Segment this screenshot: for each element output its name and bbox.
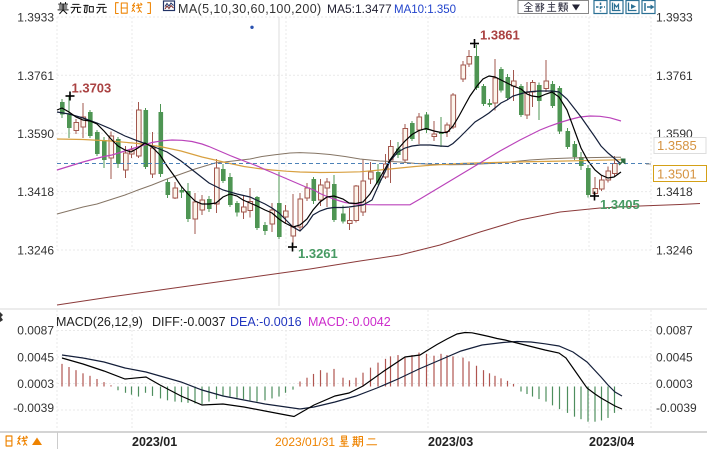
svg-text:DEA:-0.0016: DEA:-0.0016 <box>230 315 302 329</box>
svg-text:-0.0039: -0.0039 <box>13 401 54 415</box>
svg-text:MA(5,10,30,60,100,200): MA(5,10,30,60,100,200) <box>178 2 322 16</box>
svg-text:0.0003: 0.0003 <box>17 377 54 391</box>
svg-text:1.3761: 1.3761 <box>656 69 693 83</box>
svg-text:-0.0039: -0.0039 <box>656 401 697 415</box>
svg-text:0.0087: 0.0087 <box>17 324 54 338</box>
svg-text:MACD:-0.0042: MACD:-0.0042 <box>308 315 391 329</box>
svg-text:2023/01: 2023/01 <box>132 435 177 449</box>
svg-text:2023/01/31: 2023/01/31 <box>275 435 335 449</box>
svg-text:MACD(26,12,9): MACD(26,12,9) <box>56 315 143 329</box>
svg-text:MA5:1.3477: MA5:1.3477 <box>327 2 392 16</box>
svg-text:2023/03: 2023/03 <box>428 435 473 449</box>
svg-text:1.3861: 1.3861 <box>480 28 520 43</box>
svg-text:1.3261: 1.3261 <box>298 246 338 261</box>
svg-text:1.3703: 1.3703 <box>72 81 112 96</box>
svg-text:MA10:1.350: MA10:1.350 <box>394 4 456 16</box>
svg-text:0.0087: 0.0087 <box>656 324 693 338</box>
svg-text:1.3933: 1.3933 <box>17 11 54 25</box>
svg-text:DIFF:-0.0037: DIFF:-0.0037 <box>152 315 226 329</box>
svg-text:0.0045: 0.0045 <box>656 350 693 364</box>
svg-text:1.3246: 1.3246 <box>17 244 54 258</box>
svg-text:1.3246: 1.3246 <box>656 244 693 258</box>
svg-text:1.3405: 1.3405 <box>600 197 640 212</box>
svg-text:2023/04: 2023/04 <box>589 435 634 449</box>
svg-text:1.3585: 1.3585 <box>657 138 697 153</box>
svg-text:1.3418: 1.3418 <box>17 185 54 199</box>
svg-text:0.0003: 0.0003 <box>656 377 693 391</box>
svg-text:1.3590: 1.3590 <box>17 127 54 141</box>
svg-text:1.3933: 1.3933 <box>656 11 693 25</box>
svg-text:1.3761: 1.3761 <box>17 69 54 83</box>
svg-text:1.3501: 1.3501 <box>657 167 697 182</box>
svg-text:1.3418: 1.3418 <box>656 185 693 199</box>
svg-text:0.0045: 0.0045 <box>17 350 54 364</box>
